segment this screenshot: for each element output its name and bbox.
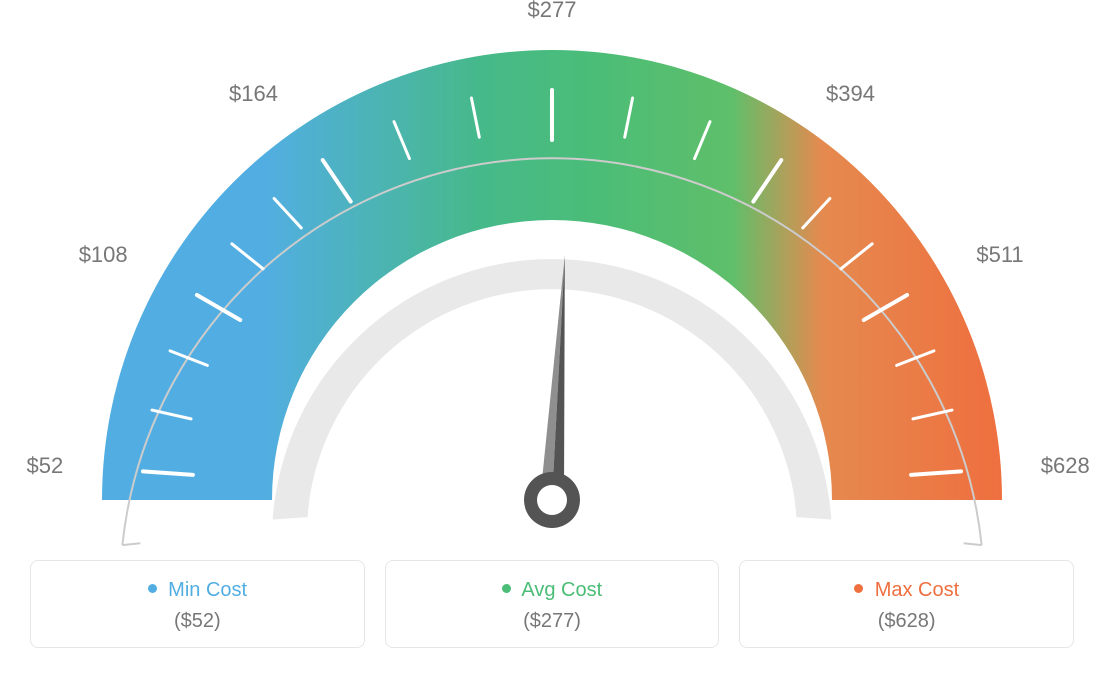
svg-text:$108: $108 — [79, 242, 128, 267]
svg-text:$52: $52 — [26, 453, 63, 478]
legend-max-value: ($628) — [750, 610, 1063, 633]
legend-min-label: Min Cost — [168, 579, 247, 601]
svg-text:$277: $277 — [528, 0, 577, 22]
legend-max-dot — [854, 584, 863, 593]
legend-card-min: Min Cost ($52) — [30, 560, 365, 648]
legend-row: Min Cost ($52) Avg Cost ($277) Max Cost … — [0, 550, 1104, 668]
svg-text:$628: $628 — [1041, 453, 1090, 478]
legend-max-label: Max Cost — [875, 579, 959, 601]
legend-card-avg: Avg Cost ($277) — [385, 560, 720, 648]
legend-min-title: Min Cost — [41, 579, 354, 602]
gauge-svg: $52 $108 $164 $277 $394 $511 $628 — [0, 0, 1104, 550]
legend-avg-title: Avg Cost — [396, 579, 709, 602]
svg-text:$394: $394 — [826, 81, 875, 106]
legend-max-title: Max Cost — [750, 579, 1063, 602]
legend-min-value: ($52) — [41, 610, 354, 633]
legend-min-dot — [148, 584, 157, 593]
legend-avg-label: Avg Cost — [521, 579, 602, 601]
cost-gauge-chart: $52 $108 $164 $277 $394 $511 $628 — [0, 0, 1104, 550]
svg-text:$164: $164 — [229, 81, 278, 106]
legend-card-max: Max Cost ($628) — [739, 560, 1074, 648]
legend-avg-dot — [502, 584, 511, 593]
legend-avg-value: ($277) — [396, 610, 709, 633]
svg-text:$511: $511 — [976, 242, 1023, 267]
